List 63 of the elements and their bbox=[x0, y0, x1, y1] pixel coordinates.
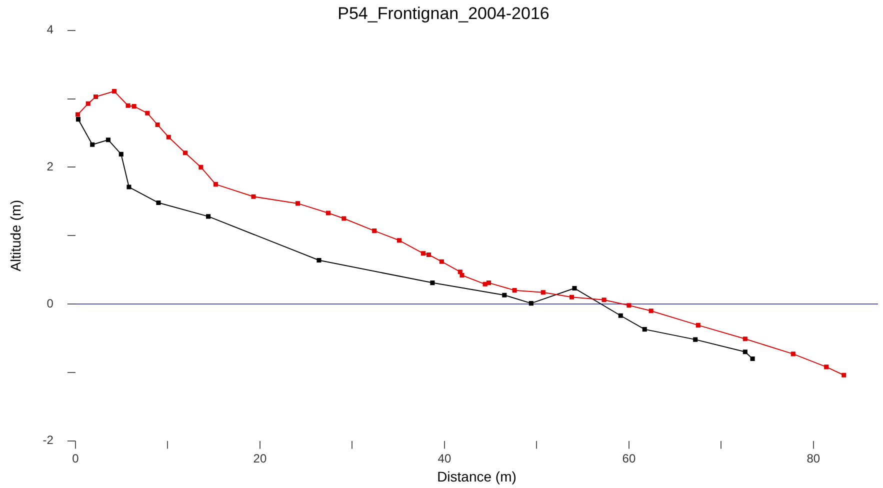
point bbox=[569, 294, 574, 300]
chart-title: P54_Frontignan_2004-2016 bbox=[338, 4, 550, 23]
point bbox=[155, 122, 160, 128]
x-tick-label: 20 bbox=[253, 451, 267, 466]
point bbox=[126, 103, 130, 108]
point bbox=[86, 101, 90, 106]
point bbox=[642, 327, 647, 332]
point bbox=[626, 303, 632, 308]
point bbox=[742, 336, 748, 342]
point bbox=[540, 290, 546, 295]
point bbox=[93, 94, 98, 100]
point bbox=[76, 112, 80, 117]
point bbox=[326, 210, 330, 216]
point bbox=[693, 337, 698, 342]
y-tick-label: 0 bbox=[46, 296, 54, 310]
point bbox=[486, 280, 491, 286]
point bbox=[132, 104, 136, 109]
x-axis-title: Distance (m) bbox=[437, 468, 516, 484]
x-tick-label: 40 bbox=[438, 451, 452, 466]
x-tick-label: 60 bbox=[622, 451, 636, 466]
point bbox=[618, 313, 623, 318]
point bbox=[842, 372, 846, 378]
point bbox=[460, 273, 464, 278]
point bbox=[528, 301, 534, 306]
point bbox=[602, 298, 606, 302]
point bbox=[648, 308, 654, 314]
point bbox=[742, 350, 748, 354]
point bbox=[439, 259, 444, 264]
point bbox=[430, 280, 435, 286]
point bbox=[696, 322, 700, 328]
y-axis-title: Altitude (m) bbox=[7, 200, 24, 272]
point bbox=[213, 182, 218, 187]
point bbox=[206, 214, 211, 219]
y-tick-label: 2 bbox=[46, 160, 54, 174]
point bbox=[126, 184, 132, 190]
x-tick-label: 0 bbox=[72, 451, 80, 466]
point bbox=[420, 251, 426, 256]
point bbox=[106, 138, 110, 142]
point bbox=[750, 356, 755, 361]
point bbox=[76, 117, 81, 122]
point bbox=[251, 194, 256, 199]
point bbox=[502, 292, 507, 298]
point bbox=[426, 252, 432, 258]
point bbox=[296, 201, 300, 206]
point bbox=[572, 286, 577, 291]
point bbox=[316, 258, 322, 262]
x-tick-label: 80 bbox=[806, 451, 820, 466]
point bbox=[118, 152, 124, 156]
point bbox=[790, 352, 796, 356]
point bbox=[824, 364, 829, 370]
point bbox=[198, 164, 204, 170]
point bbox=[342, 216, 346, 221]
point bbox=[90, 142, 95, 147]
point bbox=[112, 89, 116, 94]
point bbox=[512, 288, 517, 293]
point bbox=[396, 238, 402, 243]
point bbox=[182, 150, 188, 156]
point bbox=[145, 110, 150, 116]
point bbox=[166, 134, 171, 140]
point bbox=[156, 200, 161, 206]
point bbox=[372, 228, 377, 234]
y-tick-label: 4 bbox=[46, 22, 54, 37]
y-tick-label: -2 bbox=[42, 433, 54, 448]
